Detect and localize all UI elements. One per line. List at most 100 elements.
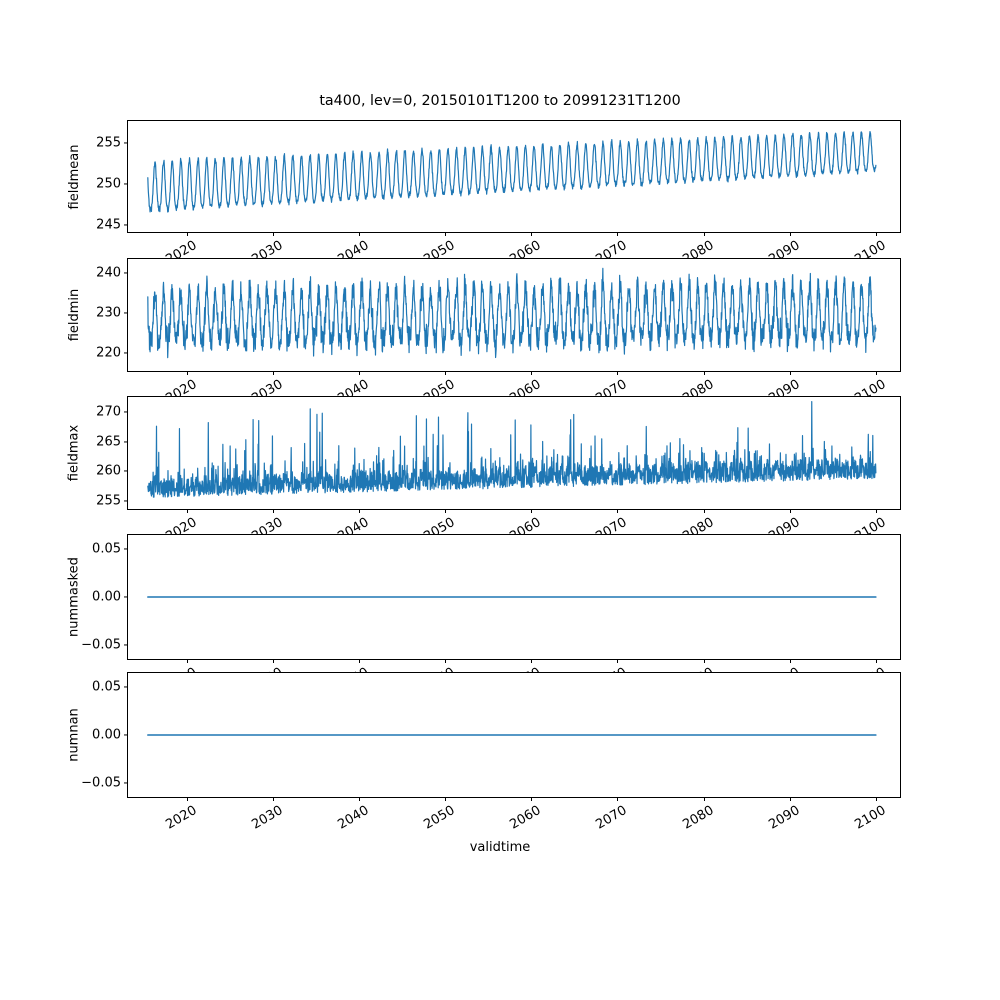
x-tick-mark	[875, 232, 877, 237]
x-tick-mark	[617, 509, 619, 514]
y-tick-label: 270	[96, 404, 121, 420]
data-line-fieldmean	[128, 121, 900, 232]
y-tick-mark	[123, 596, 128, 598]
y-tick-mark	[123, 352, 128, 354]
x-tick-mark	[875, 509, 877, 514]
y-tick-label: 255	[96, 493, 121, 509]
x-tick-mark	[617, 371, 619, 376]
y-tick-mark	[123, 272, 128, 274]
x-tick-mark	[445, 371, 447, 376]
x-tick-mark	[445, 509, 447, 514]
x-tick-mark	[617, 797, 619, 802]
y-tick-mark	[123, 141, 128, 144]
x-tick-mark	[531, 232, 533, 237]
y-tick-label: 265	[96, 434, 121, 450]
y-tick-mark	[123, 734, 128, 736]
y-tick-mark	[123, 782, 128, 784]
x-tick-mark	[703, 232, 705, 237]
x-tick-mark	[186, 232, 188, 237]
x-tick-label: 2100	[852, 803, 889, 833]
y-tick-mark	[123, 548, 128, 550]
y-tick-label: 0.00	[92, 727, 121, 743]
x-tick-label: 2060	[507, 803, 544, 833]
x-tick-mark	[186, 509, 188, 514]
x-tick-mark	[186, 371, 188, 376]
y-tick-label: 220	[96, 345, 121, 361]
x-tick-mark	[875, 659, 877, 664]
x-tick-mark	[789, 797, 791, 802]
y-tick-label: −0.05	[81, 637, 121, 653]
data-line-nummasked	[128, 535, 900, 659]
x-tick-mark	[617, 232, 619, 237]
x-tick-mark	[358, 371, 360, 376]
x-tick-label: 2090	[766, 803, 803, 833]
x-axis-label: validtime	[469, 840, 531, 855]
data-line-numnan	[128, 673, 900, 797]
y-axis-label-fieldmax: fieldmax	[66, 424, 82, 482]
subplot-numnan: −0.05 0.00 0.05 numnan 2020 2030 2040 2050 2060 2…	[66, 672, 901, 833]
y-tick-mark	[123, 644, 128, 646]
y-tick-label: 255	[96, 135, 121, 151]
x-tick-mark	[789, 659, 791, 664]
x-tick-mark	[703, 659, 705, 664]
x-tick-mark	[358, 509, 360, 514]
y-tick-label: 240	[96, 265, 121, 281]
x-tick-mark	[703, 509, 705, 514]
y-tick-label: 0.00	[92, 589, 121, 605]
x-tick-mark	[186, 797, 188, 802]
x-tick-mark	[789, 509, 791, 514]
x-tick-mark	[875, 371, 877, 376]
x-tick-label: 2020	[162, 803, 200, 833]
x-tick-label: 2030	[249, 803, 286, 833]
data-line-fieldmax	[128, 397, 900, 509]
x-tick-mark	[703, 371, 705, 376]
x-tick-mark	[272, 509, 274, 514]
x-tick-label: 2050	[421, 803, 458, 833]
y-tick-mark	[123, 224, 128, 226]
x-tick-mark	[272, 797, 274, 802]
y-tick-label: 260	[96, 463, 121, 479]
y-tick-label: 245	[96, 217, 121, 233]
y-axis-label-nummasked: nummasked	[66, 557, 82, 637]
y-tick-mark	[123, 500, 128, 502]
y-tick-mark	[123, 686, 128, 688]
x-tick-mark	[789, 371, 791, 376]
x-tick-mark	[272, 659, 274, 664]
y-tick-label: 0.05	[92, 679, 121, 695]
subplot-fieldmin: 220 230 240 fieldmin 2020 2030 2040 2050 2060 207…	[66, 258, 901, 407]
x-tick-mark	[272, 371, 274, 376]
y-axis-label-numnan: numnan	[66, 708, 82, 762]
subplot-nummasked: −0.050.000.05nummasked202020302040205020…	[66, 534, 901, 695]
x-tick-mark	[186, 659, 188, 664]
y-tick-label: 250	[96, 176, 121, 192]
x-tick-label: 2070	[593, 803, 630, 833]
data-line-fieldmin	[128, 259, 900, 371]
x-tick-mark	[445, 797, 447, 802]
x-tick-label: 2080	[679, 803, 717, 833]
x-tick-mark	[531, 371, 533, 376]
y-tick-label: −0.05	[81, 775, 121, 791]
y-tick-label: 230	[96, 305, 121, 321]
x-tick-mark	[703, 797, 705, 802]
x-tick-mark	[531, 659, 533, 664]
x-tick-mark	[531, 797, 533, 802]
y-axis-label-fieldmin: fieldmin	[66, 288, 82, 342]
x-tick-mark	[617, 659, 619, 664]
x-tick-mark	[445, 659, 447, 664]
y-tick-mark	[123, 470, 128, 472]
y-axis-label-fieldmean: fieldmean	[66, 144, 82, 209]
x-tick-mark	[875, 797, 877, 802]
y-tick-mark	[123, 183, 128, 185]
y-tick-label: 0.05	[92, 541, 121, 557]
x-tick-mark	[358, 232, 360, 237]
subplot-fieldmean: 245 250 255 fieldmean 2020 2030 2040 2050 2060 20…	[66, 120, 901, 268]
figure-title: ta400, lev=0, 20150101T1200 to 20991231T…	[319, 93, 681, 109]
subplot-fieldmax: 255 260 265 270 fieldmax 2020 2030 2040 2050 2060…	[67, 396, 901, 545]
x-tick-label: 2040	[335, 803, 372, 833]
x-tick-mark	[358, 797, 360, 802]
x-tick-mark	[445, 232, 447, 237]
y-tick-mark	[123, 312, 128, 314]
x-tick-mark	[272, 232, 274, 237]
x-tick-mark	[789, 232, 791, 237]
